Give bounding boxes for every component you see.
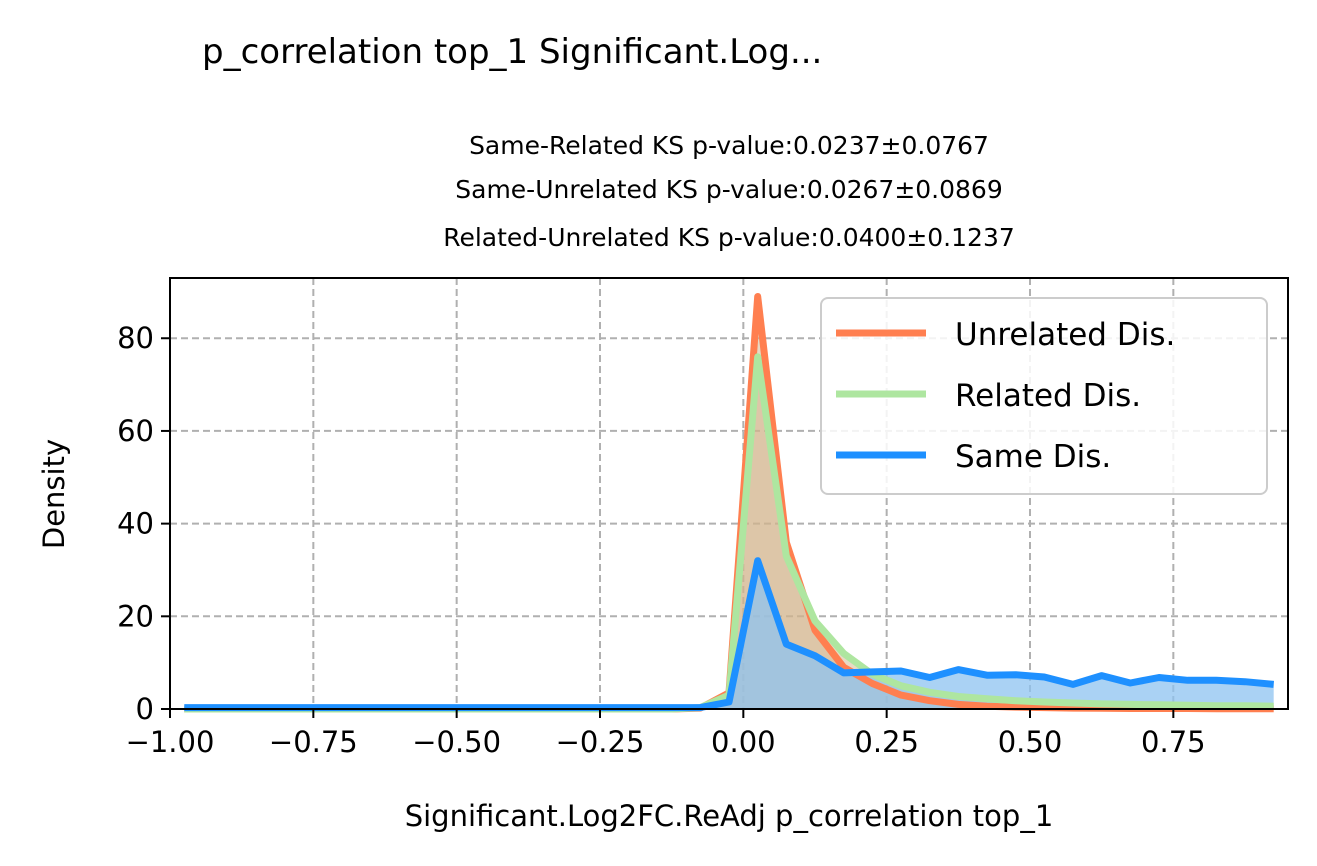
x-tick-label: 0.50 xyxy=(998,725,1063,759)
x-tick-label: −1.00 xyxy=(126,725,215,759)
axes-frame xyxy=(169,277,1289,710)
x-tick-label: 0.00 xyxy=(711,725,776,759)
x-tick-label: −0.50 xyxy=(412,725,501,759)
subtitle-line-3: Related-Unrelated KS p-value:0.0400±0.12… xyxy=(443,223,1015,252)
density-fills xyxy=(184,296,1274,709)
axis-ticks: −1.00 −0.75 −0.50 −0.25 0.00 0.25 0.50 0.75 0 20 4… xyxy=(117,321,1206,759)
y-tick-label: 20 xyxy=(117,599,154,633)
y-tick-label: 80 xyxy=(117,321,154,355)
x-tick-label: 0.25 xyxy=(854,725,919,759)
legend-label-related: Related Dis. xyxy=(955,378,1141,414)
x-tick-label: −0.75 xyxy=(269,725,358,759)
legend-box xyxy=(820,297,1268,495)
legend: Unrelated Dis. Related Dis. Same Dis. xyxy=(820,297,1268,495)
legend-label-unrelated: Unrelated Dis. xyxy=(955,317,1175,353)
y-tick-label: 60 xyxy=(117,414,154,448)
x-tick-label: 0.75 xyxy=(1141,725,1206,759)
y-tick-label: 40 xyxy=(117,507,154,541)
density-fill-same xyxy=(184,560,1274,709)
y-tick-label: 0 xyxy=(136,692,154,726)
x-axis-label: Significant.Log2FC.ReAdj p_correlation t… xyxy=(405,799,1054,833)
subtitle-line-1: Same-Related KS p-value:0.0237±0.0767 xyxy=(469,131,989,160)
x-tick-label: −0.25 xyxy=(556,725,645,759)
density-line-same xyxy=(184,557,1275,712)
legend-label-same: Same Dis. xyxy=(955,439,1111,475)
chart-title: p_correlation top_1 Significant.Log... xyxy=(202,32,823,72)
y-axis-label: Density xyxy=(37,439,71,549)
subtitle-line-2: Same-Unrelated KS p-value:0.0267±0.0869 xyxy=(455,175,1003,204)
